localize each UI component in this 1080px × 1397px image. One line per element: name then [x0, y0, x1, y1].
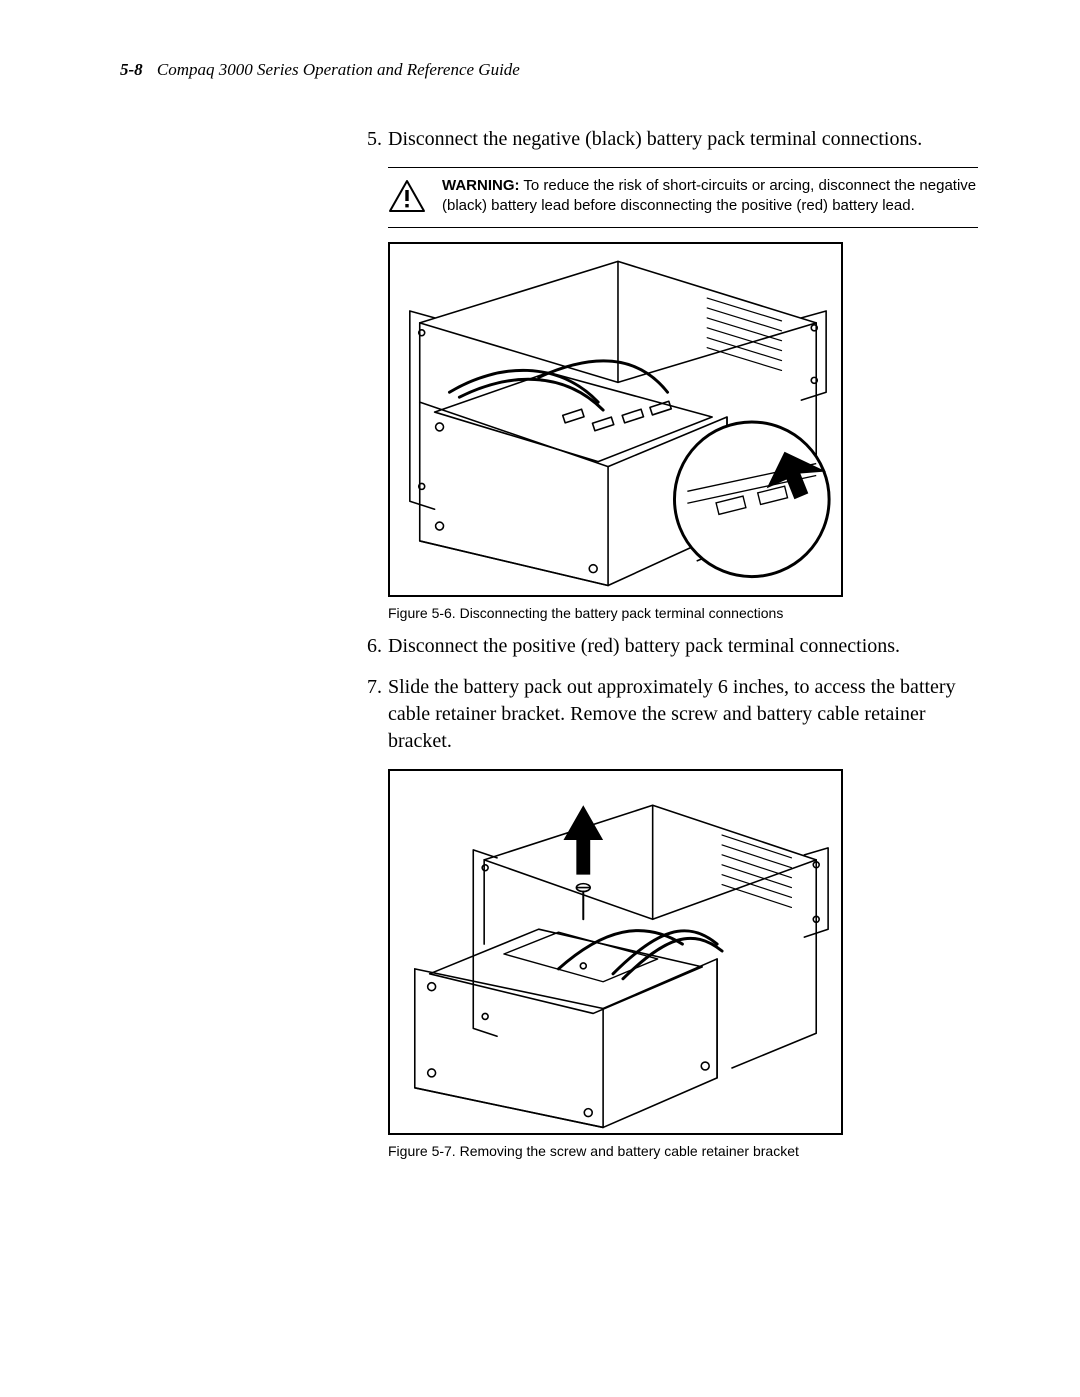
figure-5-6	[388, 242, 843, 597]
content-column: 5. Disconnect the negative (black) batte…	[358, 126, 978, 1159]
figure-5-7	[388, 769, 843, 1135]
page-number: 5-8	[120, 60, 143, 79]
warning-icon	[388, 176, 428, 217]
step-6: 6. Disconnect the positive (red) battery…	[358, 633, 978, 660]
step-number: 6.	[358, 633, 388, 660]
running-header: 5-8 Compaq 3000 Series Operation and Ref…	[120, 60, 970, 80]
figure-5-7-caption: Figure 5-7. Removing the screw and batte…	[388, 1143, 978, 1159]
page: 5-8 Compaq 3000 Series Operation and Ref…	[0, 0, 1080, 1397]
step-text: Disconnect the positive (red) battery pa…	[388, 633, 978, 660]
step-text: Disconnect the negative (black) battery …	[388, 126, 978, 153]
step-7: 7. Slide the battery pack out approximat…	[358, 674, 978, 755]
step-text: Slide the battery pack out approximately…	[388, 674, 978, 755]
figure-5-6-caption: Figure 5-6. Disconnecting the battery pa…	[388, 605, 978, 621]
step-number: 5.	[358, 126, 388, 153]
warning-label: WARNING:	[442, 177, 520, 194]
warning-text: WARNING: To reduce the risk of short-cir…	[442, 176, 978, 217]
step-number: 7.	[358, 674, 388, 755]
warning-box: WARNING: To reduce the risk of short-cir…	[388, 167, 978, 228]
warning-body: To reduce the risk of short-circuits or …	[442, 177, 976, 214]
step-5: 5. Disconnect the negative (black) batte…	[358, 126, 978, 153]
header-title: Compaq 3000 Series Operation and Referen…	[157, 60, 520, 79]
